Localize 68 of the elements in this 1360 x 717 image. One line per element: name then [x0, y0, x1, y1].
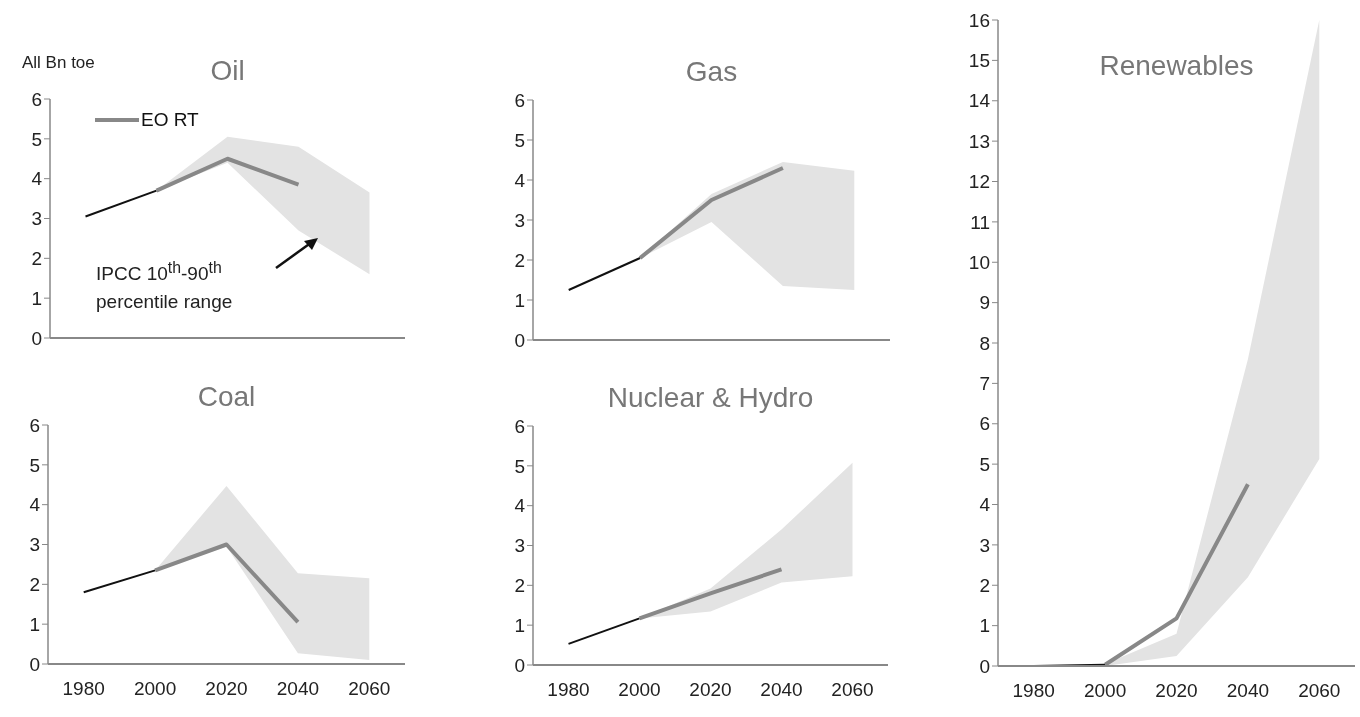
- y-tick-label: 2: [979, 574, 990, 596]
- y-tick-label: 2: [31, 248, 42, 270]
- x-tick-label: 1980: [547, 679, 590, 701]
- y-tick-label: 12: [968, 171, 990, 193]
- y-tick-label: 4: [31, 168, 43, 190]
- y-tick-label: 10: [968, 251, 990, 273]
- y-tick-label: 3: [514, 535, 525, 557]
- y-tick-label: 5: [31, 128, 42, 150]
- x-tick-label: 2020: [205, 678, 248, 700]
- x-tick-label: 2060: [1298, 680, 1341, 702]
- y-tick-label: 15: [968, 50, 990, 72]
- y-tick-label: 7: [979, 373, 990, 395]
- y-tick-label: 9: [979, 292, 990, 314]
- chart-title: Coal: [196, 381, 257, 413]
- y-tick-label: 2: [29, 574, 40, 596]
- x-tick-label: 2060: [348, 678, 391, 700]
- y-tick-label: 1: [979, 615, 990, 637]
- x-tick-label: 1980: [1012, 680, 1055, 702]
- y-tick-label: 3: [29, 534, 40, 556]
- y-tick-label: 5: [29, 454, 40, 476]
- y-tick-label: 1: [514, 614, 525, 636]
- y-tick-label: 3: [514, 209, 525, 231]
- x-tick-label: 2000: [133, 678, 177, 700]
- x-tick-label: 2040: [760, 679, 803, 701]
- annotation: IPCC 10$^{th}$-90$^{th}$ percentile range: [96, 257, 234, 314]
- y-tick-label: 2: [514, 249, 525, 271]
- x-tick-label: 1980: [62, 678, 105, 700]
- x-tick-label: 2000: [618, 679, 661, 701]
- y-tick-label: 0: [514, 329, 525, 351]
- y-tick-label: 0: [31, 327, 42, 349]
- y-tick-label: 3: [31, 208, 42, 230]
- y-tick-label: 5: [514, 455, 525, 477]
- y-tick-label: 11: [970, 211, 990, 233]
- text: Renewables: [1098, 50, 1255, 82]
- y-tick-label: 6: [29, 414, 40, 436]
- chart-title: Oil: [210, 55, 245, 86]
- y-tick-label: 3: [979, 534, 990, 556]
- y-tick-label: 6: [514, 89, 525, 111]
- legend-label: EO RT: [141, 109, 199, 131]
- chart-title: Gas: [684, 56, 739, 88]
- y-tick-label: 4: [979, 494, 991, 516]
- y-tick-label: 0: [514, 654, 525, 676]
- y-tick-label: 1: [29, 613, 40, 635]
- y-tick-label: 4: [29, 494, 41, 516]
- y-tick-label: 5: [514, 129, 525, 151]
- x-tick-label: 2000: [1083, 680, 1127, 702]
- x-tick-label: 2040: [276, 678, 320, 700]
- y-axis-title: All Bn toe: [22, 53, 95, 73]
- x-tick-label: 2020: [1155, 680, 1198, 702]
- y-tick-label: 6: [31, 88, 42, 110]
- y-tick-label: 4: [514, 495, 526, 517]
- y-tick-label: 6: [514, 415, 525, 437]
- y-tick-label: 4: [514, 169, 526, 191]
- x-tick-label: 2040: [1226, 680, 1270, 702]
- y-tick-label: 1: [514, 289, 525, 311]
- y-tick-label: 14: [968, 90, 991, 112]
- y-tick-label: 5: [979, 453, 990, 475]
- y-tick-label: 13: [968, 130, 990, 152]
- x-tick-label: 2020: [689, 679, 732, 701]
- y-tick-label: 6: [979, 413, 990, 435]
- y-tick-label: 8: [979, 332, 990, 354]
- y-tick-label: 1: [31, 287, 42, 309]
- y-tick-label: 0: [979, 655, 990, 677]
- y-tick-label: 16: [968, 9, 990, 31]
- y-tick-label: 0: [29, 653, 40, 675]
- chart-title: Nuclear & Hydro: [606, 382, 815, 414]
- y-tick-label: 2: [514, 575, 525, 597]
- x-tick-label: 2060: [831, 679, 874, 701]
